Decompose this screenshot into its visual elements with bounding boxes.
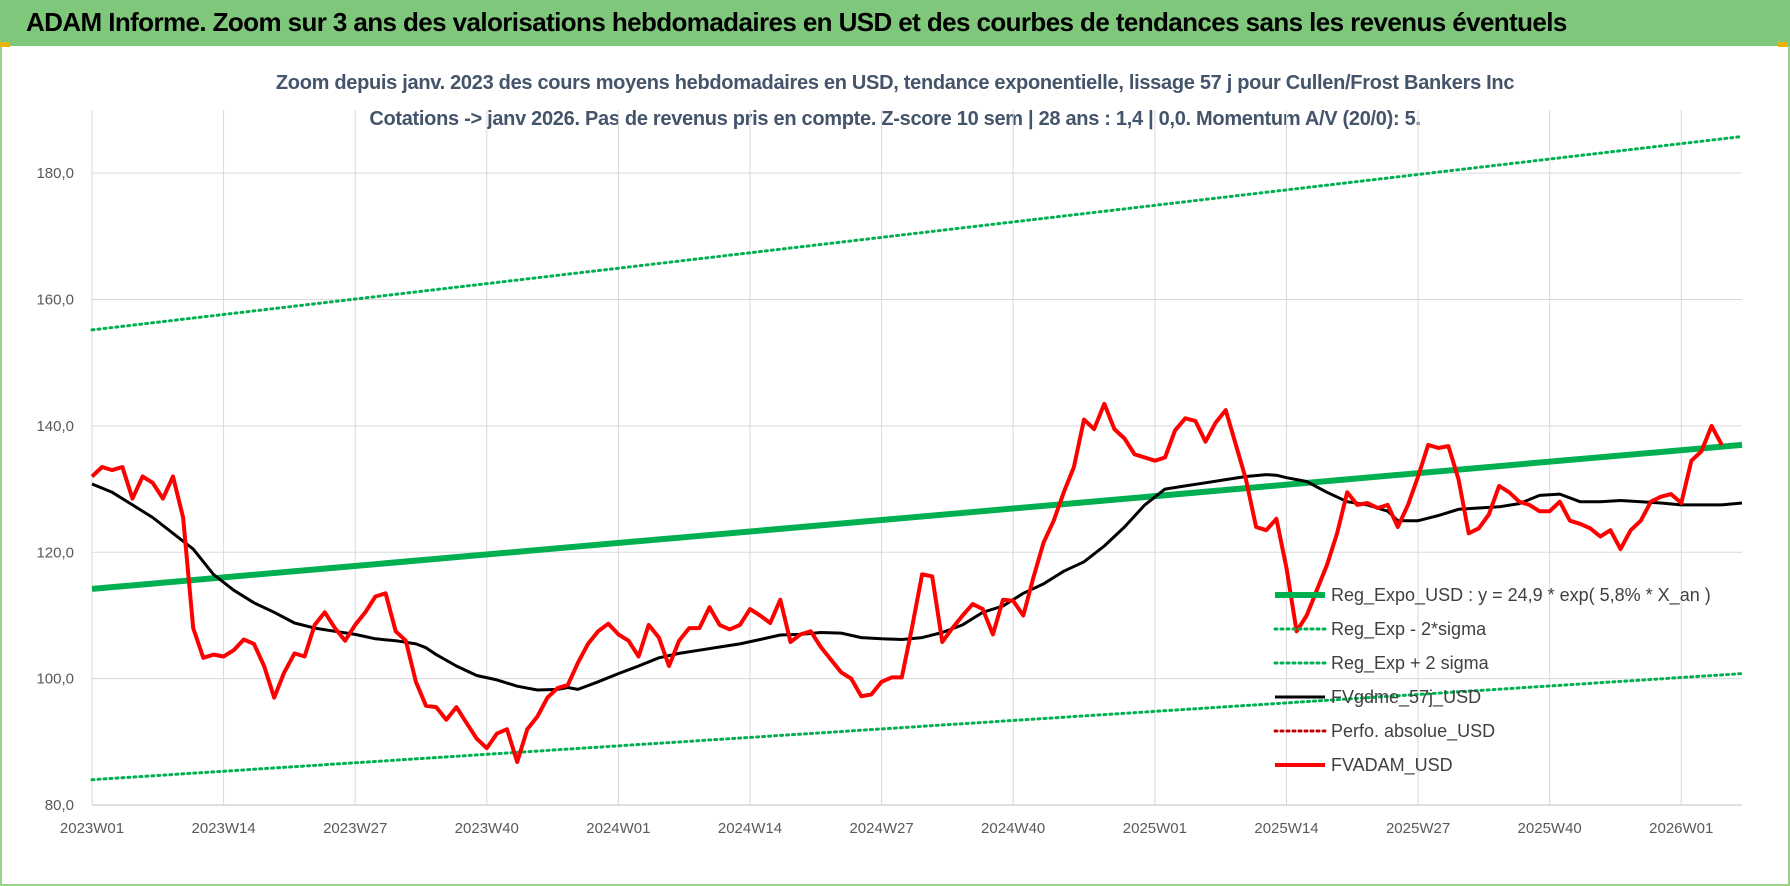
x-tick-label: 2026W01 xyxy=(1649,820,1713,837)
y-tick-label: 180,0 xyxy=(36,165,74,182)
series-line-5 xyxy=(90,401,1724,764)
x-tick-label: 2024W14 xyxy=(718,820,782,837)
x-tick-label: 2023W14 xyxy=(191,820,255,837)
legend-label: Reg_Exp - 2*sigma xyxy=(1331,619,1487,640)
series-group xyxy=(90,135,1744,782)
x-tick-label: 2024W01 xyxy=(586,820,650,837)
series-line-2 xyxy=(90,135,1744,332)
series-line-1 xyxy=(90,672,1744,782)
series-line-0 xyxy=(91,441,1743,592)
x-tick-label: 2024W40 xyxy=(981,820,1045,837)
y-tick-label: 120,0 xyxy=(36,544,74,561)
legend-label: Reg_Exp + 2 sigma xyxy=(1331,653,1490,674)
legend-label: FVADAM_USD xyxy=(1331,755,1453,776)
legend: Reg_Expo_USD : y = 24,9 * exp( 5,8% * X_… xyxy=(1273,585,1711,776)
y-tick-label: 160,0 xyxy=(36,292,74,309)
y-tick-label: 140,0 xyxy=(36,418,74,435)
x-tick-label: 2023W27 xyxy=(323,820,387,837)
x-axis: 2023W01 2023W14 2023W27 2023W40 2024W01 2024W… xyxy=(60,804,1742,837)
legend-label: FVgdme_57j_USD xyxy=(1331,687,1481,708)
x-tick-label: 2023W40 xyxy=(455,820,519,837)
y-axis: 80,0 100,0 120,0 140,0 160,0 180,0 xyxy=(36,165,74,814)
x-tick-label: 2025W01 xyxy=(1123,820,1187,837)
title-banner: ADAM Informe. Zoom sur 3 ans des valoris… xyxy=(0,0,1790,46)
chart-title: Zoom depuis janv. 2023 des cours moyens … xyxy=(275,72,1515,94)
y-tick-label: 100,0 xyxy=(36,671,74,688)
chart-subtitle: Cotations -> janv 2026. Pas de revenus p… xyxy=(369,108,1421,130)
x-tick-label: 2023W01 xyxy=(60,820,124,837)
legend-label: Reg_Expo_USD : y = 24,9 * exp( 5,8% * X_… xyxy=(1331,585,1711,606)
x-tick-label: 2024W27 xyxy=(849,820,913,837)
x-tick-label: 2025W27 xyxy=(1386,820,1450,837)
legend-label: Perfo. absolue_USD xyxy=(1331,721,1495,742)
y-tick-label: 80,0 xyxy=(45,797,74,814)
grid-lines xyxy=(91,110,1742,806)
series-line-3 xyxy=(91,473,1743,692)
x-tick-label: 2025W14 xyxy=(1254,820,1318,837)
corner-mark-left xyxy=(0,42,10,47)
corner-mark-right xyxy=(1778,42,1788,47)
banner-title: ADAM Informe. Zoom sur 3 ans des valoris… xyxy=(26,7,1567,37)
x-tick-label: 2025W40 xyxy=(1518,820,1582,837)
